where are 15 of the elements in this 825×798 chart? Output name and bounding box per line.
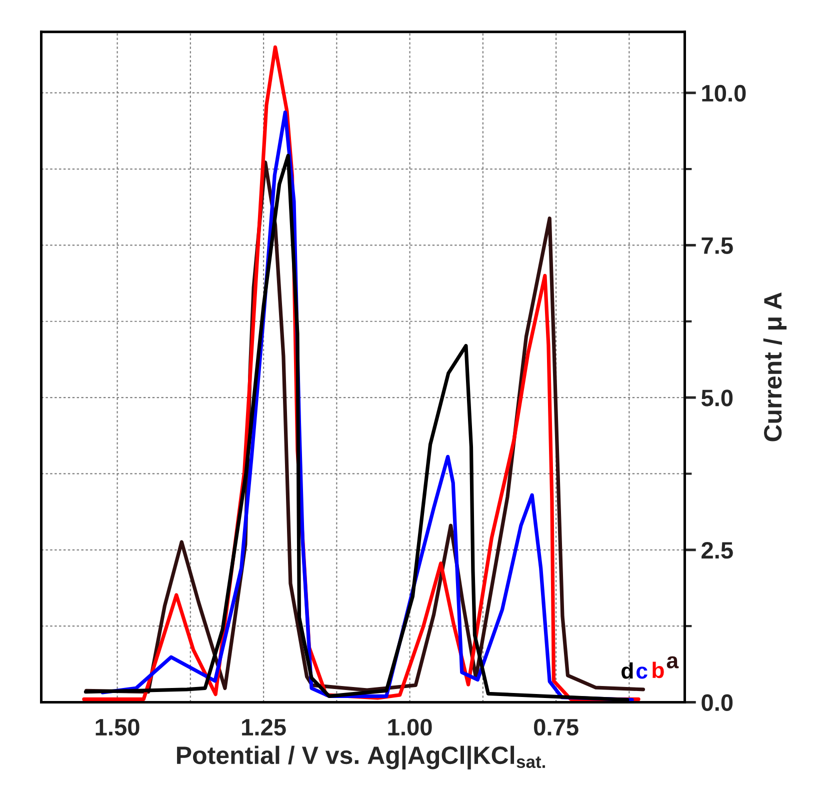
x-tick-label: 0.75 — [534, 718, 578, 736]
x-tick-label: 1.50 — [96, 718, 140, 736]
y-tick-label: 7.5 — [702, 238, 733, 254]
x-axis-title: Potential / V vs. Ag|AgCl|KCl$_{sat.}$ — [177, 746, 545, 770]
series-label: b — [652, 662, 664, 678]
series-label: c — [636, 666, 648, 679]
y-tick-label: 2.5 — [702, 542, 733, 559]
x-tick-label: 1.00 — [388, 718, 432, 736]
y-tick-label: 5.0 — [701, 390, 733, 406]
series-label: a — [666, 656, 679, 668]
y-tick-label: 0.0 — [702, 694, 733, 712]
y-axis-title: Current / μ A — [763, 292, 787, 442]
x-tick-label: 1.25 — [242, 718, 286, 736]
y-tick-label: 10.0 — [702, 84, 746, 102]
series-label: d — [622, 662, 633, 679]
